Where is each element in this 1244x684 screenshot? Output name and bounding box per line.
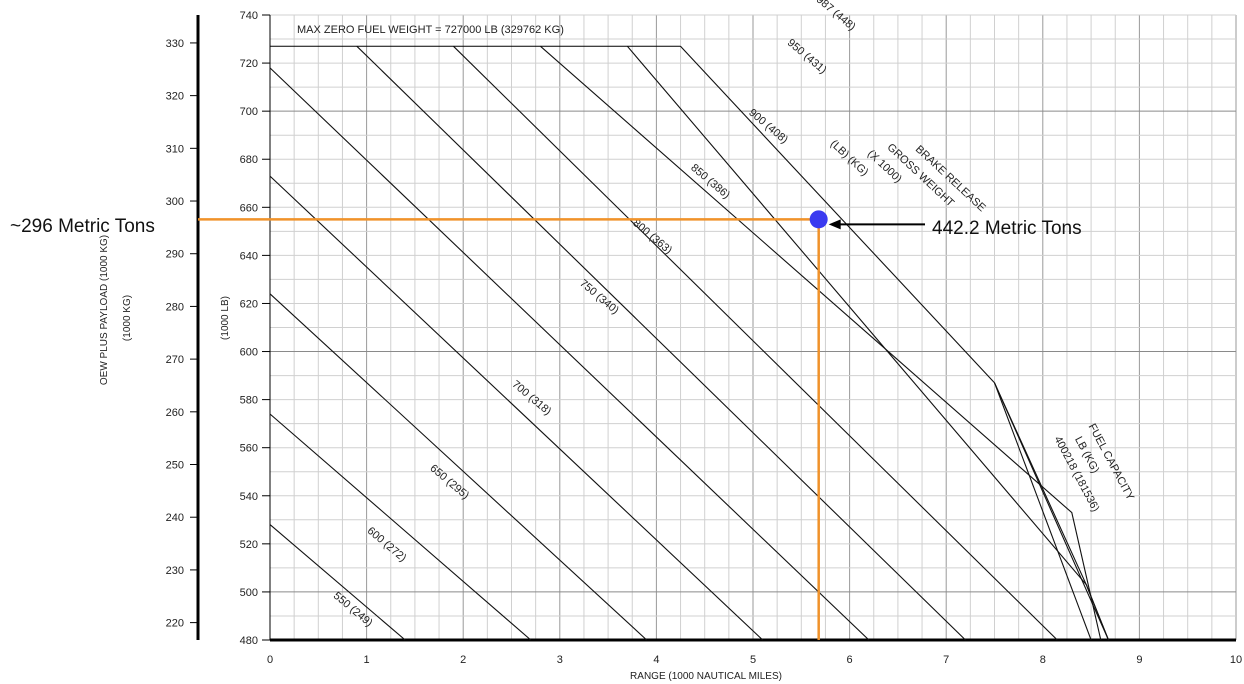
y-tick-label-lb: 500 <box>240 587 258 599</box>
y-tick-label-kg: 330 <box>166 38 184 50</box>
x-tick-label: 5 <box>750 654 756 666</box>
curve-label: 700 (318) <box>510 378 554 417</box>
y-axis-label-right: (1000 LB) <box>220 296 231 340</box>
y-tick-label-kg: 230 <box>166 565 184 577</box>
gross-weight-line <box>269 524 406 641</box>
highlight-point <box>809 210 828 229</box>
y-tick-label-lb: 520 <box>240 539 258 551</box>
x-tick-label: 2 <box>460 654 466 666</box>
y-tick-label-lb: 680 <box>240 154 258 166</box>
gross-weight-curves <box>269 45 1110 641</box>
highlight-overlay <box>198 210 925 640</box>
fuel-capacity-title: FUEL CAPACITY LB (KG) 400218 (181536) <box>1052 422 1137 514</box>
grid-lines <box>269 14 1237 641</box>
gross-weight-line <box>453 45 1058 641</box>
y-axis-label-left-unit: (1000 KG) <box>122 295 133 341</box>
x-tick-label: 4 <box>653 654 659 666</box>
y-tick-label-kg: 290 <box>166 249 184 261</box>
gross-weight-line <box>269 413 532 641</box>
y-axis-label-left: OEW PLUS PAYLOAD (1000 KG) <box>99 235 110 385</box>
x-tick-label: 7 <box>943 654 949 666</box>
x-tick-label: 3 <box>557 654 563 666</box>
y-tick-label-kg: 220 <box>166 618 184 630</box>
y-tick-label-kg: 320 <box>166 91 184 103</box>
curve-label: 800 (363) <box>630 217 674 256</box>
y-tick-label-kg: 260 <box>166 407 184 419</box>
x-tick-label: 1 <box>364 654 370 666</box>
x-tick-label: 6 <box>847 654 853 666</box>
brake-release-line-4: (LB) (KG) <box>828 138 871 179</box>
y-tick-label-kg: 270 <box>166 354 184 366</box>
x-tick-label: 10 <box>1230 654 1242 666</box>
y-tick-label-lb: 620 <box>240 298 258 310</box>
gross-weight-line <box>269 67 870 641</box>
x-tick-label: 0 <box>267 654 273 666</box>
y-tick-label-lb: 600 <box>240 347 258 359</box>
max-zero-fuel-note: MAX ZERO FUEL WEIGHT = 727000 LB (329762… <box>297 24 564 36</box>
curve-label: 987 (448) <box>814 0 858 33</box>
y-tick-label-kg: 300 <box>166 196 184 208</box>
gross-weight-line <box>356 45 966 641</box>
fuel-capacity-line-inner <box>993 382 1092 641</box>
tick-labels: 0 1 2 3 4 5 6 7 8 9 10 480 500 520 540 560 580 600 620 640 6… <box>166 10 1242 666</box>
y-tick-label-lb: 700 <box>240 106 258 118</box>
y-tick-label-kg: 280 <box>166 301 184 313</box>
y-tick-label-kg: 240 <box>166 512 184 524</box>
y-tick-label-lb: 480 <box>240 635 258 647</box>
y-tick-label-lb: 640 <box>240 250 258 262</box>
x-axis-label: RANGE (1000 NAUTICAL MILES) <box>630 671 782 682</box>
y-tick-label-kg: 250 <box>166 460 184 472</box>
annotation-right: 442.2 Metric Tons <box>932 218 1082 239</box>
y-tick-label-kg: 310 <box>166 143 184 155</box>
y-tick-label-lb: 660 <box>240 202 258 214</box>
x-tick-label: 8 <box>1040 654 1046 666</box>
y-tick-label-lb: 560 <box>240 443 258 455</box>
gross-weight-line <box>269 293 648 641</box>
annotation-left: ~296 Metric Tons <box>10 216 155 237</box>
y-tick-label-lb: 740 <box>240 10 258 22</box>
annotation-arrow-head <box>828 219 841 230</box>
y-tick-label-lb: 580 <box>240 395 258 407</box>
gross-weight-line <box>269 175 764 641</box>
y-tick-label-lb: 720 <box>240 58 258 70</box>
curve-label: 950 (431) <box>785 37 829 76</box>
x-tick-label: 9 <box>1136 654 1142 666</box>
curve-label: 600 (272) <box>365 525 409 564</box>
fuel-capacity-line <box>993 382 1110 641</box>
y-tick-label-lb: 540 <box>240 491 258 503</box>
axes <box>196 15 1236 642</box>
